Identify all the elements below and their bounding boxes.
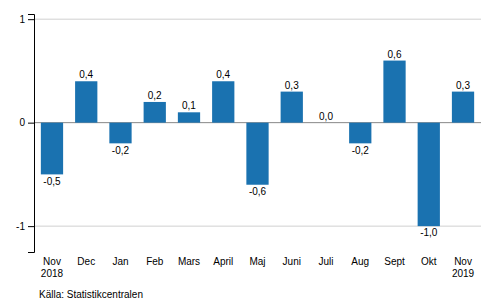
bar xyxy=(109,123,131,144)
data-label: 0,0 xyxy=(319,111,333,122)
x-tick-label-line: April xyxy=(213,256,233,267)
x-tick: April xyxy=(213,252,233,267)
data-label: 0,2 xyxy=(148,90,162,101)
x-tick-label: Aug xyxy=(351,256,369,267)
bar xyxy=(178,112,200,122)
x-tick-label-line: Feb xyxy=(146,256,164,267)
x-tick-label-line: Mars xyxy=(178,256,200,267)
y-tick-mark xyxy=(28,19,34,20)
y-tick: -1 xyxy=(16,221,34,232)
y-tick-label: 1 xyxy=(19,14,25,25)
x-tick-label-line: Juli xyxy=(318,256,333,267)
x-tick: Okt xyxy=(421,252,437,267)
y-tick: 1 xyxy=(19,14,34,25)
x-tick: Mars xyxy=(178,252,200,267)
plot: -0,5 0,4 -0,2 0,2 0,1 0,4 -0,6 0,3 0,0 -0,2 0,6 -1,… xyxy=(16,14,481,279)
x-tick-label: Feb xyxy=(146,256,164,267)
x-tick-label: Nov2018 xyxy=(41,256,64,279)
data-labels: -0,5 0,4 -0,2 0,2 0,1 0,4 -0,6 0,3 0,0 -0,2 0,6 -1,… xyxy=(43,49,470,239)
x-tick-label-line: 2019 xyxy=(452,268,475,279)
data-label: 0,3 xyxy=(285,80,299,91)
x-tick: Juni xyxy=(283,252,301,267)
x-tick-label: Mars xyxy=(178,256,200,267)
x-tick-label: Juli xyxy=(318,256,333,267)
x-tick-label-line: Sept xyxy=(384,256,405,267)
x-tick: Dec xyxy=(77,252,95,267)
bar xyxy=(41,123,63,175)
x-tick-label-line: Juni xyxy=(283,256,301,267)
data-label: -0,2 xyxy=(352,145,370,156)
data-label: 0,6 xyxy=(388,49,402,60)
x-tick: Sept xyxy=(384,252,405,267)
x-tick-label-line: Nov xyxy=(43,256,61,267)
data-label: -0,5 xyxy=(43,176,61,187)
y-axis-line xyxy=(28,15,35,253)
data-label: 0,4 xyxy=(216,69,230,80)
x-tick-label-line: Dec xyxy=(77,256,95,267)
x-tick-label-line: Nov xyxy=(454,256,472,267)
y-tick: 0 xyxy=(19,117,34,128)
x-tick: Aug xyxy=(351,252,369,267)
x-tick: Juli xyxy=(318,252,333,267)
bar xyxy=(315,122,337,123)
x-tick-label: Dec xyxy=(77,256,95,267)
y-tick-mark xyxy=(28,226,34,227)
x-tick: Maj xyxy=(249,252,265,267)
data-label: 0,3 xyxy=(456,80,470,91)
grid xyxy=(34,19,481,226)
bar xyxy=(281,92,303,123)
x-tick-label: April xyxy=(213,256,233,267)
x-tick-label-line: Aug xyxy=(351,256,369,267)
data-label: -0,2 xyxy=(112,145,130,156)
y-tick-label: -1 xyxy=(16,221,25,232)
x-tick-label-line: Maj xyxy=(249,256,265,267)
x-tick: Nov2018 xyxy=(41,252,64,279)
x-tick-label: Maj xyxy=(249,256,265,267)
x-tick-label: Nov2019 xyxy=(452,256,475,279)
bar xyxy=(212,81,234,122)
x-tick-label: Jan xyxy=(112,256,128,267)
y-tick-label: 0 xyxy=(19,117,25,128)
bar xyxy=(418,123,440,226)
x-tick-label-line: Okt xyxy=(421,256,437,267)
x-tick: Feb xyxy=(146,252,164,267)
x-tick-label: Okt xyxy=(421,256,437,267)
bar xyxy=(383,61,405,123)
source-note: Källa: Statistikcentralen xyxy=(39,289,143,300)
bar xyxy=(144,102,166,123)
x-tick-label-line: 2018 xyxy=(41,268,64,279)
data-label: -0,6 xyxy=(249,186,267,197)
bar xyxy=(349,123,371,144)
data-label: -1,0 xyxy=(420,227,438,238)
x-tick-label: Juni xyxy=(283,256,301,267)
y-axis: -1 0 1 xyxy=(16,14,34,253)
x-axis: Nov2018DecJanFebMarsAprilMajJuniJuliAugS… xyxy=(41,252,475,279)
grid-line xyxy=(34,226,481,227)
bar xyxy=(246,123,268,185)
grid-line xyxy=(34,19,481,20)
chart: -0,5 0,4 -0,2 0,2 0,1 0,4 -0,6 0,3 0,0 -0,2 0,6 -1,… xyxy=(0,0,493,304)
bars xyxy=(41,61,474,227)
x-tick-label: Sept xyxy=(384,256,405,267)
bar xyxy=(75,81,97,122)
x-tick-label-line: Jan xyxy=(112,256,128,267)
x-tick: Jan xyxy=(112,252,128,267)
data-label: 0,4 xyxy=(79,69,93,80)
x-tick: Nov2019 xyxy=(452,252,475,279)
data-label: 0,1 xyxy=(182,100,196,111)
y-tick-mark xyxy=(28,123,34,124)
bar xyxy=(452,92,474,123)
